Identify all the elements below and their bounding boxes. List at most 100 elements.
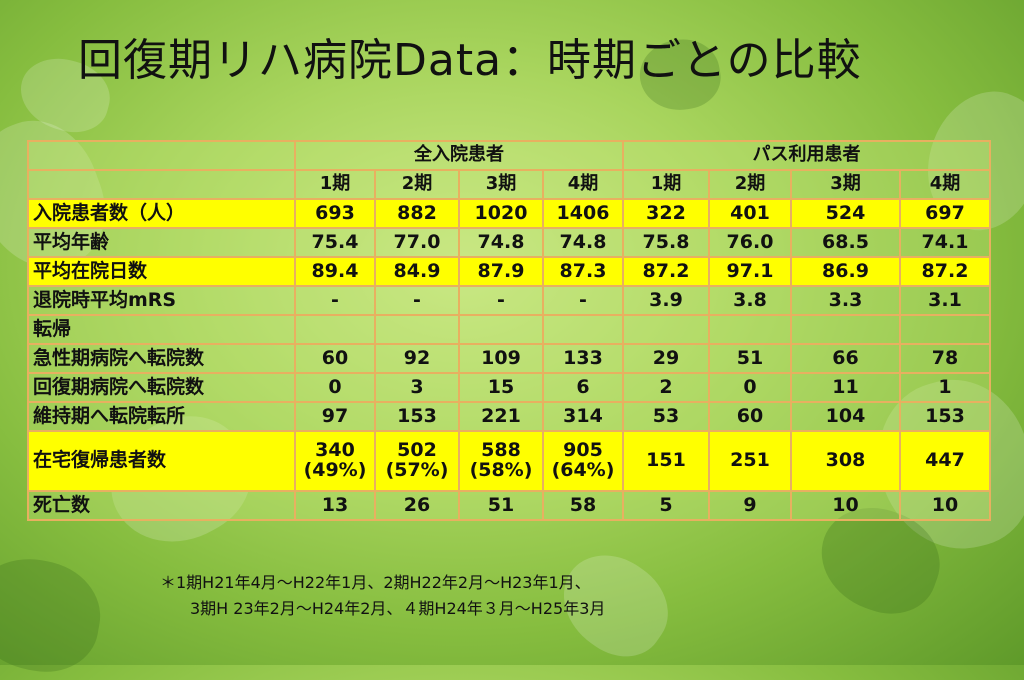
cell-value: 588 [481, 439, 521, 462]
table-cell: 314 [542, 401, 624, 432]
table-cell: 221 [458, 401, 544, 432]
table-cell: 3.1 [899, 285, 991, 316]
table-cell [374, 314, 460, 345]
group-header-row: 全入院患者 パス利用患者 [27, 140, 991, 171]
table-cell: 1406 [542, 198, 624, 229]
table-cell: 66 [790, 343, 901, 374]
table-row: 回復期病院へ転院数 0 3 15 6 2 0 11 1 [27, 372, 991, 403]
table-row: 維持期へ転院転所 97 153 221 314 53 60 104 153 [27, 401, 991, 432]
table-cell [294, 314, 376, 345]
table-cell [899, 314, 991, 345]
table-cell: 58 [542, 490, 624, 521]
cell-percent: (58%) [469, 459, 533, 481]
table-cell: 84.9 [374, 256, 460, 287]
table-cell: - [374, 285, 460, 316]
table-cell: 87.3 [542, 256, 624, 287]
footnote: ＊1期H21年4月～H22年1月、2期H22年2月～H23年1月、 3期H 23… [160, 570, 605, 622]
table-row: 在宅復帰患者数 340 (49%) 502 (57%) 588 (58%) 905 (64%) 1… [27, 430, 991, 492]
table-cell: 60 [294, 343, 376, 374]
table-cell: 86.9 [790, 256, 901, 287]
table-row: 入院患者数（人） 693 882 1020 1406 322 401 524 697 [27, 198, 991, 229]
table-cell: 9 [708, 490, 792, 521]
table-cell: 0 [294, 372, 376, 403]
table-cell: 10 [790, 490, 901, 521]
footnote-line-2: 3期H 23年2月～H24年2月、４期H24年３月～H25年3月 [190, 599, 606, 618]
period-header: 4期 [899, 169, 991, 200]
period-header: 1期 [622, 169, 710, 200]
period-header: 2期 [374, 169, 460, 200]
table-cell: 0 [708, 372, 792, 403]
table-cell: 905 (64%) [542, 430, 624, 492]
table-cell: 151 [622, 430, 710, 492]
table-cell [542, 314, 624, 345]
table-cell: 3.9 [622, 285, 710, 316]
period-header: 1期 [294, 169, 376, 200]
header-blank-cell [27, 140, 296, 171]
table-cell [708, 314, 792, 345]
cell-value: 340 [315, 439, 355, 462]
group-header-all-patients: 全入院患者 [294, 140, 624, 171]
table-cell: 26 [374, 490, 460, 521]
table-cell: 77.0 [374, 227, 460, 258]
table-cell [622, 314, 710, 345]
table-cell: 97 [294, 401, 376, 432]
footnote-line-1: ＊1期H21年4月～H22年1月、2期H22年2月～H23年1月、 [160, 573, 591, 592]
table-cell: 87.2 [899, 256, 991, 287]
table-cell: 447 [899, 430, 991, 492]
table-row: 平均在院日数 89.4 84.9 87.9 87.3 87.2 97.1 86.9 87.2 [27, 256, 991, 287]
table-cell: 322 [622, 198, 710, 229]
table-cell: 75.4 [294, 227, 376, 258]
table-cell: 74.8 [542, 227, 624, 258]
table-cell: 308 [790, 430, 901, 492]
table-cell: 5 [622, 490, 710, 521]
table-row: 退院時平均mRS - - - -3.9 3.8 3.3 3.1 [27, 285, 991, 316]
table-cell: 89.4 [294, 256, 376, 287]
table-cell: 13 [294, 490, 376, 521]
table-cell: 401 [708, 198, 792, 229]
table-cell: 697 [899, 198, 991, 229]
table-cell: 87.2 [622, 256, 710, 287]
row-label: 維持期へ転院転所 [27, 401, 296, 432]
table-cell: 693 [294, 198, 376, 229]
table-cell: 104 [790, 401, 901, 432]
table-cell: 92 [374, 343, 460, 374]
header-blank-cell [27, 169, 296, 200]
table-cell: - [458, 285, 544, 316]
table-cell: 153 [899, 401, 991, 432]
period-header-row: 1期 2期 3期 4期 1期 2期 3期 4期 [27, 169, 991, 200]
table-cell: 97.1 [708, 256, 792, 287]
table-cell: 3.3 [790, 285, 901, 316]
table-cell: 502 (57%) [374, 430, 460, 492]
row-label: 退院時平均mRS [27, 285, 296, 316]
table-cell: 3 [374, 372, 460, 403]
table-cell: 340 (49%) [294, 430, 376, 492]
table-cell: 882 [374, 198, 460, 229]
table-cell: 3.8 [708, 285, 792, 316]
row-label: 死亡数 [27, 490, 296, 521]
row-label: 平均在院日数 [27, 256, 296, 287]
slide-title: 回復期リハ病院Data：時期ごとの比較 [78, 35, 862, 86]
period-header: 3期 [458, 169, 544, 200]
table-cell: 68.5 [790, 227, 901, 258]
period-header: 2期 [708, 169, 792, 200]
row-label: 急性期病院へ転院数 [27, 343, 296, 374]
butterfly-decoration [0, 549, 109, 680]
table-cell: 133 [542, 343, 624, 374]
row-label: 入院患者数（人） [27, 198, 296, 229]
cell-value: 502 [397, 439, 437, 462]
table-cell: 29 [622, 343, 710, 374]
cell-percent: (49%) [303, 459, 367, 481]
period-header: 3期 [790, 169, 901, 200]
table-cell: 15 [458, 372, 544, 403]
table-cell: 51 [708, 343, 792, 374]
table-cell: 51 [458, 490, 544, 521]
row-label: 平均年齢 [27, 227, 296, 258]
group-header-path-patients: パス利用患者 [622, 140, 991, 171]
table-row: 転帰 [27, 314, 991, 345]
table-cell [790, 314, 901, 345]
row-label: 転帰 [27, 314, 296, 345]
table-row: 死亡数 13 26 51 58 5 9 10 10 [27, 490, 991, 521]
table-cell: 76.0 [708, 227, 792, 258]
table-cell: 10 [899, 490, 991, 521]
cell-percent: (64%) [551, 459, 615, 481]
